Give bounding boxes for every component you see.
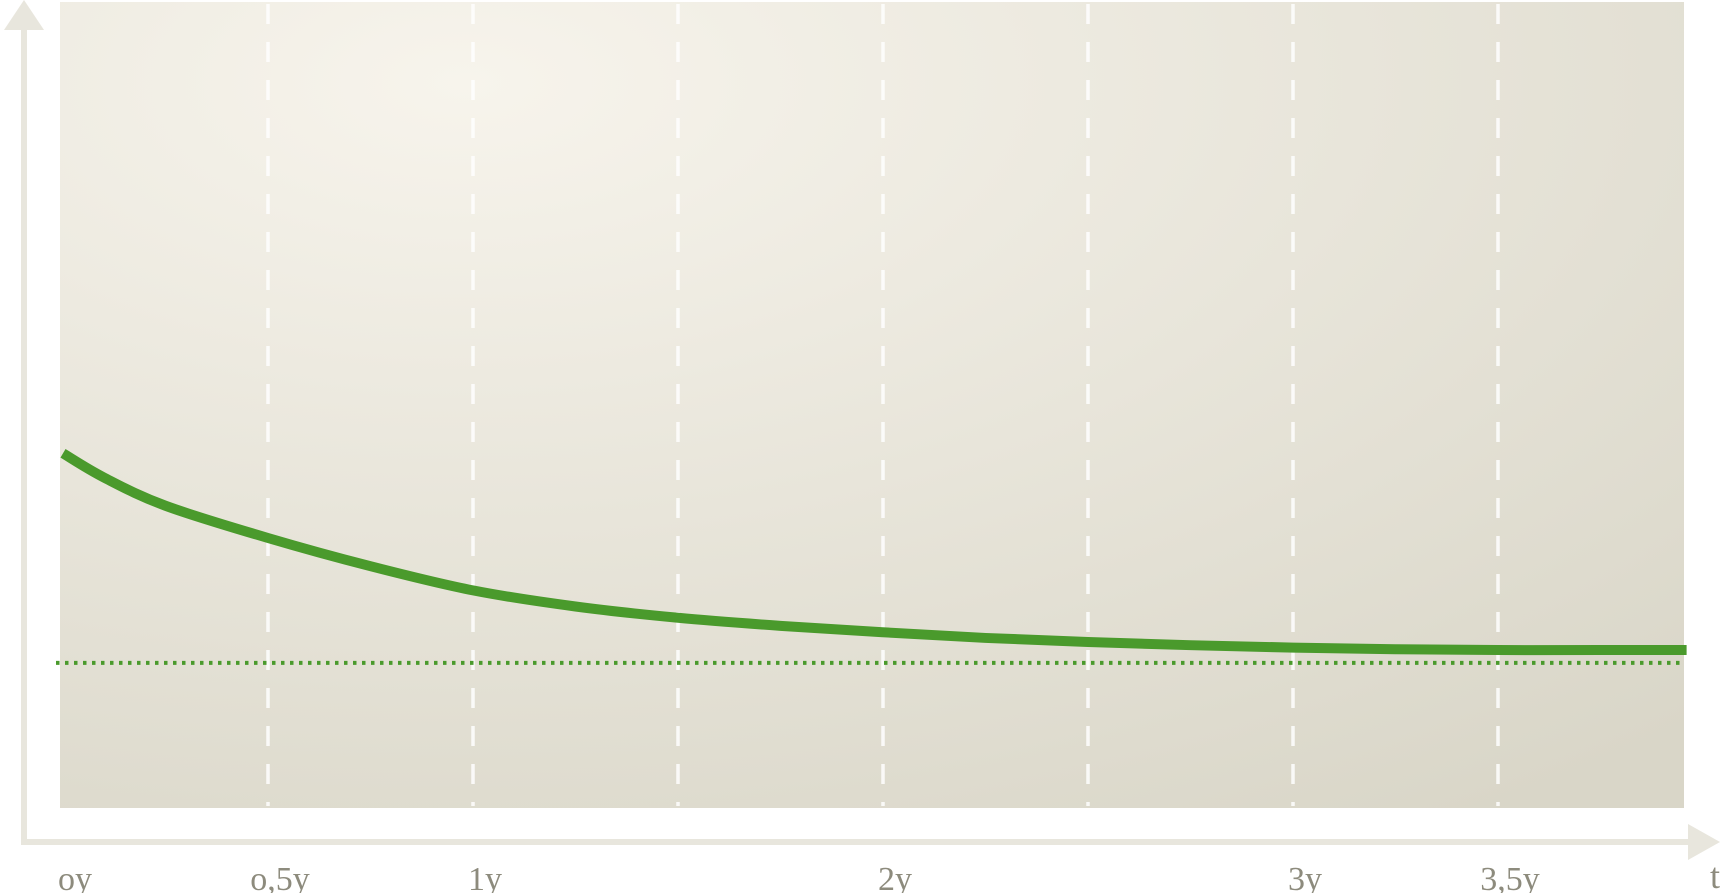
y-axis-arrow <box>4 0 44 30</box>
x-tick-label-1: o,5y <box>250 861 310 893</box>
x-axis-title: t <box>1710 856 1720 893</box>
grid-lines <box>266 4 1500 806</box>
x-tick-label-0: oy <box>58 861 92 893</box>
x-tick-label-3: 2y <box>878 861 912 893</box>
plot-area <box>60 2 1684 808</box>
axes <box>4 0 1720 860</box>
x-tick-label-2: 1y <box>468 861 502 893</box>
series <box>56 449 1687 665</box>
x-axis-arrow <box>1688 824 1720 860</box>
series-line-0 <box>60 449 1687 656</box>
x-tick-label-5: 3,5y <box>1480 861 1540 893</box>
tick-labels: oy o,5y 1y 2y 3y 3,5y <box>58 861 1540 893</box>
x-tick-label-4: 3y <box>1288 861 1322 893</box>
